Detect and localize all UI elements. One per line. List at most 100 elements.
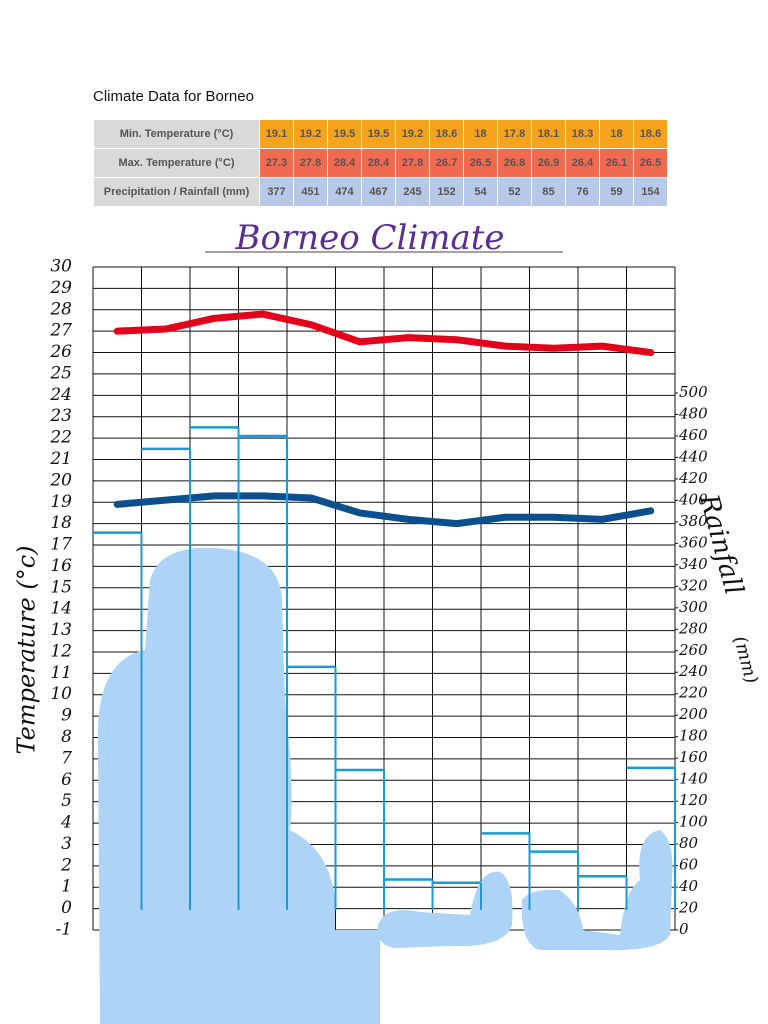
y2-tick-label: 80: [679, 834, 699, 852]
y-tick-label: 25: [49, 363, 72, 383]
table-cell: 26.1: [599, 148, 634, 178]
table-cell: 18.3: [565, 119, 600, 149]
y2-tick-label: 280: [678, 619, 708, 637]
table-cell: 85: [531, 177, 566, 207]
y2-tick-label: 440: [678, 447, 708, 465]
y-tick-label: 8: [61, 727, 72, 747]
table-row: Max. Temperature (°C) 27.3 27.8 28.4 28.4 27.…: [93, 148, 668, 178]
table-cell: 26.8: [497, 148, 532, 178]
y-tick-label: 20: [49, 470, 72, 490]
y-tick-label: 29: [49, 278, 72, 298]
y-tick-label: 4: [60, 813, 72, 833]
y2-tick-label: 300: [679, 598, 708, 616]
table-cell: 52: [497, 177, 532, 207]
y2-tick-label: 200: [678, 705, 708, 723]
y-tick-label: 28: [49, 299, 72, 319]
y-tick-label: 30: [50, 257, 72, 277]
y2-tick-label: 220: [678, 684, 708, 702]
y-tick-label: 16: [50, 556, 72, 576]
blob: [521, 830, 673, 951]
y-tick-label: 14: [50, 599, 72, 619]
paint-blobs: [97, 547, 673, 1024]
table-cell: 27.8: [395, 148, 430, 178]
y-tick-label: 19: [50, 492, 72, 512]
table-cell: 19.5: [327, 119, 362, 149]
y2-tick-label: 240: [678, 662, 708, 680]
y2-tick-label: 260: [678, 641, 708, 659]
y-tick-label: 6: [61, 770, 72, 790]
table-row: Precipitation / Rainfall (mm) 377 451 474 46…: [93, 177, 668, 207]
y-tick-label: 18: [50, 513, 72, 533]
y2-tick-label: 140: [679, 770, 708, 788]
y2-tick-label: 320: [679, 576, 708, 594]
table-cell: 28.4: [327, 148, 362, 178]
y2-tick-label: 380: [679, 512, 708, 530]
table-cell: 26.7: [429, 148, 464, 178]
table-cell: 451: [293, 177, 328, 207]
row-label: Precipitation / Rainfall (mm): [93, 177, 260, 207]
y2-axis-label: (mm): [729, 634, 762, 686]
y-tick-label: 21: [49, 449, 72, 469]
table-cell: 26.9: [531, 148, 566, 178]
blob: [330, 930, 380, 1024]
y-tick-label: 24: [49, 385, 72, 405]
y2-tick-label: 100: [679, 813, 708, 831]
y2-tick-label: 340: [679, 555, 708, 573]
table-cell: 26.5: [633, 148, 668, 178]
y-tick-label: 23: [49, 406, 72, 426]
y-axis-label: Temperature (°c): [13, 545, 41, 754]
y-tick-label: 11: [50, 663, 72, 683]
table-cell: 26.4: [565, 148, 600, 178]
temp-line: [113, 492, 655, 528]
blob: [97, 547, 335, 1024]
table-cell: 27.8: [293, 148, 328, 178]
y2-tick-label: 400: [678, 490, 708, 508]
table-cell: 19.2: [293, 119, 328, 149]
table-cell: 26.5: [463, 148, 498, 178]
y2-tick-label: 180: [679, 727, 708, 745]
table-cell: 377: [259, 177, 294, 207]
y-tick-label: -1: [55, 920, 72, 940]
y2-tick-label: 460: [678, 426, 708, 444]
y-tick-label: 22: [49, 428, 72, 448]
table-cell: 54: [463, 177, 498, 207]
table-cell: 18.6: [633, 119, 668, 149]
table-cell: 245: [395, 177, 430, 207]
y2-tick-label: 40: [678, 877, 699, 895]
table-cell: 152: [429, 177, 464, 207]
chart-title: Borneo Climate: [234, 218, 504, 258]
table-cell: 28.4: [361, 148, 396, 178]
table-cell: 76: [565, 177, 600, 207]
table-row: Min. Temperature (°C) 19.1 19.2 19.5 19.5 19.…: [93, 119, 668, 149]
y-tick-label: 1: [61, 877, 72, 897]
y-tick-label: 0: [61, 898, 72, 918]
table-cell: 474: [327, 177, 362, 207]
y2-tick-label: 20: [678, 899, 699, 917]
table-cell: 19.1: [259, 119, 294, 149]
y-tick-label: 26: [49, 342, 72, 362]
y2-tick-label: 480: [678, 404, 708, 422]
table-cell: 467: [361, 177, 396, 207]
y2-tick-label: 0: [679, 920, 689, 938]
y-tick-label: 12: [50, 641, 72, 661]
blob: [377, 871, 513, 948]
table-cell: 154: [633, 177, 668, 207]
table-cell: 18.6: [429, 119, 464, 149]
y2-tick-label: 120: [679, 791, 708, 809]
table-cell: 59: [599, 177, 634, 207]
table-cell: 17.8: [497, 119, 532, 149]
y-tick-label: 3: [61, 834, 72, 854]
y-tick-label: 7: [61, 748, 72, 768]
table-title: Climate Data for Borneo: [93, 88, 254, 105]
y-tick-label: 17: [50, 535, 72, 555]
y-tick-label: 15: [50, 577, 72, 597]
y2-tick-label: 360: [679, 533, 708, 551]
temp-line: [113, 310, 655, 357]
y-tick-label: 10: [50, 684, 72, 704]
table-cell: 18.1: [531, 119, 566, 149]
table-cell: 19.5: [361, 119, 396, 149]
y-tick-label: 2: [60, 855, 72, 875]
y-tick-label: 27: [49, 321, 72, 341]
